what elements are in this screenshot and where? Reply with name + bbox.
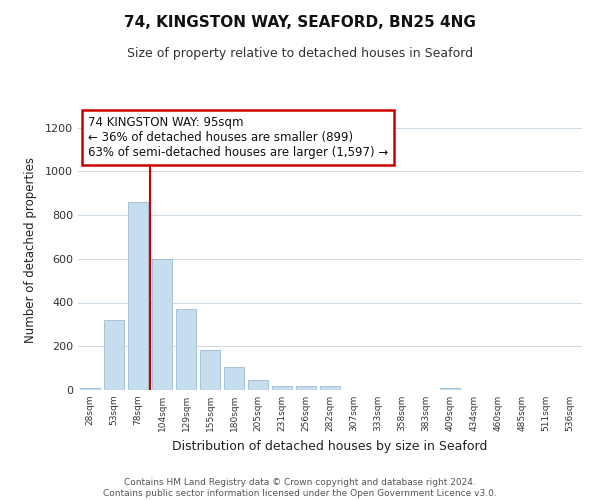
Text: 74, KINGSTON WAY, SEAFORD, BN25 4NG: 74, KINGSTON WAY, SEAFORD, BN25 4NG (124, 15, 476, 30)
Text: Size of property relative to detached houses in Seaford: Size of property relative to detached ho… (127, 48, 473, 60)
Bar (224, 367, 244, 390)
Bar (272, 386, 292, 390)
Text: 74 KINGSTON WAY: 95sqm
← 36% of detached houses are smaller (899)
63% of semi-de: 74 KINGSTON WAY: 95sqm ← 36% of detached… (88, 116, 388, 158)
Y-axis label: Number of detached properties: Number of detached properties (23, 157, 37, 343)
Bar (80, 388, 100, 390)
X-axis label: Distribution of detached houses by size in Seaford: Distribution of detached houses by size … (172, 440, 488, 452)
Bar (248, 380, 268, 390)
Bar (152, 259, 172, 390)
Text: Contains HM Land Registry data © Crown copyright and database right 2024.
Contai: Contains HM Land Registry data © Crown c… (103, 478, 497, 498)
Bar (296, 386, 316, 390)
Bar (176, 309, 196, 390)
Bar (320, 386, 340, 390)
Bar (128, 202, 148, 390)
Bar (440, 388, 460, 390)
Bar (104, 320, 124, 390)
Bar (200, 350, 220, 390)
